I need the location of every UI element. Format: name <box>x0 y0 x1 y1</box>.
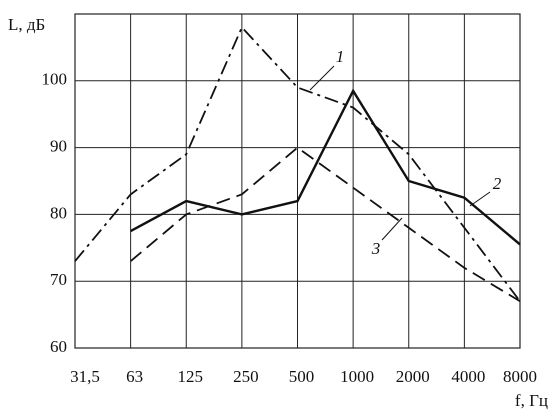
y-tick-label: 80 <box>50 203 67 222</box>
series-line <box>130 146 521 303</box>
x-tick-label: 2000 <box>396 367 430 386</box>
x-tick-label: 31,5 <box>70 367 100 386</box>
series-line <box>74 25 521 302</box>
y-tick-label: 70 <box>50 270 67 289</box>
y-axis-label: L, дБ <box>8 15 45 34</box>
label-leader <box>469 191 491 207</box>
x-tick-label: 250 <box>233 367 259 386</box>
x-tick-label: 8000 <box>503 367 537 386</box>
series-label: 3 <box>371 239 381 258</box>
label-leader <box>309 65 335 91</box>
series-line <box>130 88 521 246</box>
y-tick-label: 60 <box>50 337 67 356</box>
y-tick-label: 100 <box>42 70 68 89</box>
label-leader <box>381 217 403 241</box>
y-tick-label: 90 <box>50 137 67 156</box>
x-tick-label: 63 <box>126 367 143 386</box>
x-tick-label: 1000 <box>340 367 374 386</box>
x-tick-label: 500 <box>289 367 315 386</box>
series-label: 1 <box>336 47 345 66</box>
x-tick-label: 125 <box>178 367 204 386</box>
series-label: 2 <box>493 174 502 193</box>
x-axis-label: f, Гц <box>515 391 548 410</box>
x-tick-label: 4000 <box>451 367 485 386</box>
